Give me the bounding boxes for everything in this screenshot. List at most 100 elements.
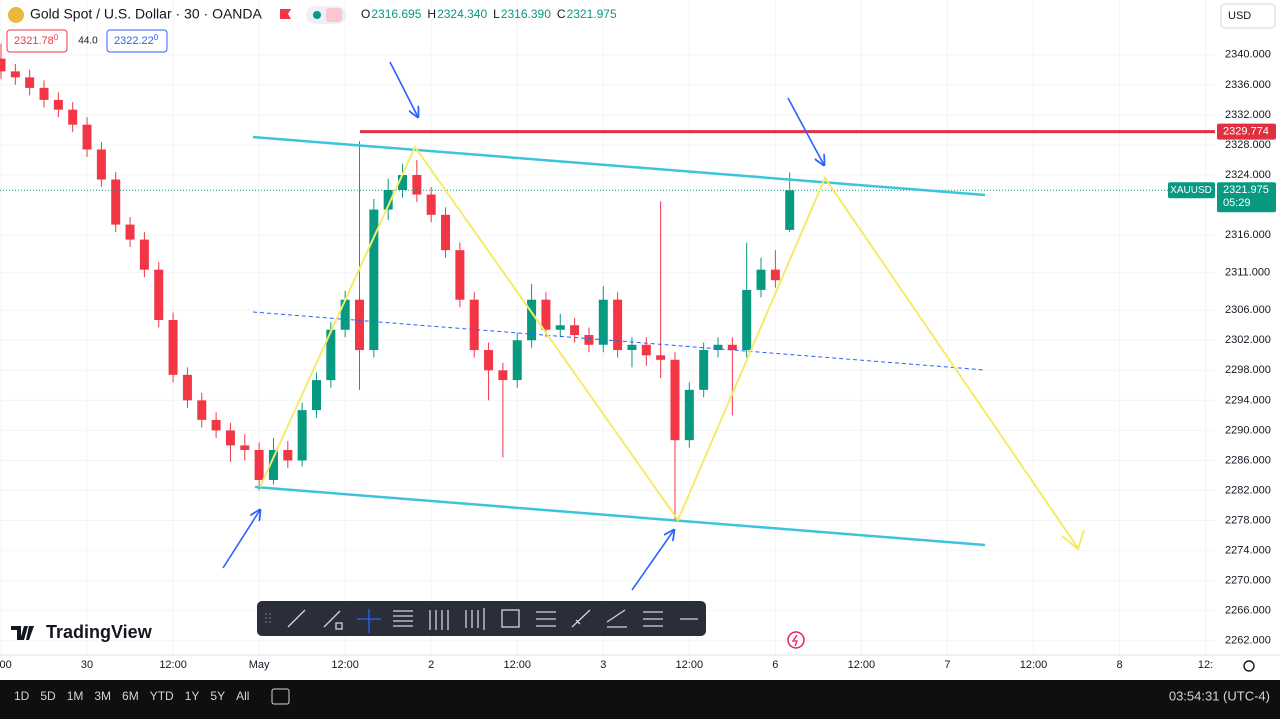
candle-body [412,175,422,195]
candle-body [10,71,20,78]
range-button[interactable]: 5Y [210,689,225,703]
range-button[interactable]: YTD [150,689,174,703]
x-tick-label: May [249,659,270,671]
candle-body [355,299,364,351]
candle-body [527,299,537,341]
tool[interactable] [287,609,306,628]
x-tick-label: 12:00 [503,659,531,671]
range-button[interactable]: 3M [94,689,111,703]
logo: TradingView [11,622,153,642]
y-tick-label: 2316.000 [1225,229,1271,241]
channel-bottom [254,485,986,547]
drawing-toolbar [257,601,706,636]
candle-body [168,319,178,375]
x-tick-label: 6 [772,659,778,671]
price-axis: 2340.000 2336.000 2332.000 2328.000 2324.000… [1215,0,1280,655]
y-tick-label: 2311.000 [1225,267,1270,279]
candle-body [139,239,149,270]
sell-box[interactable] [6,29,68,53]
candle-body [469,299,479,351]
candle-body [598,299,608,345]
settings-icon[interactable] [1243,660,1255,672]
x-tick-label: 2:00 [0,659,12,671]
candle-body [684,389,694,441]
y-tick-label: 2294.000 [1225,394,1271,406]
tool[interactable] [536,611,556,627]
y-tick-label: 2262.000 [1225,635,1271,647]
symbol-icon [8,7,24,23]
y-tick-label: 2282.000 [1225,484,1271,496]
range-button[interactable]: 1D [14,689,30,703]
tool[interactable] [429,610,449,630]
ohlc-key: C [557,7,566,21]
candle-body [311,380,321,411]
candle-body [699,350,709,390]
ohlc-key: L [493,7,500,21]
arrow [631,530,674,591]
flag [280,9,291,19]
candles [0,43,1215,521]
tool[interactable] [465,608,485,630]
ohlc-value: 2324.340 [437,7,487,21]
x-tick-label: 12:00 [1020,659,1048,671]
candle-body [225,430,235,446]
drawings [222,61,1085,591]
range-button[interactable]: 6M [122,689,139,703]
candle-body [484,350,494,371]
footer [0,680,1280,719]
candle-body [326,329,336,381]
symbol-tag: XAUUSD [1170,185,1212,196]
sell-main: 2321.78 [14,35,54,47]
candle-body [82,124,92,150]
tool[interactable] [643,611,663,627]
candle-body [240,445,250,450]
candle-body [713,344,723,351]
y-tick-label: 2298.000 [1225,364,1271,376]
candle-body [369,209,379,351]
y-tick-label: 2336.000 [1225,79,1271,91]
tool[interactable] [606,609,627,628]
y-tick-label: 2324.000 [1225,169,1271,181]
buy-box[interactable] [106,29,168,53]
alert-icon[interactable] [787,631,805,649]
candle-body [555,325,565,330]
candle-body [770,269,780,281]
logo-mark [11,626,34,640]
y-tick-label: 2270.000 [1225,575,1271,587]
countdown: 05:29 [1223,197,1251,209]
range-button[interactable]: 1M [67,689,84,703]
candle-body [656,355,666,360]
candle-body [154,269,164,320]
range-button[interactable]: 1Y [185,689,200,703]
y-tick-label: 2328.000 [1225,139,1271,151]
x-tick-label: 12:00 [159,659,187,671]
tool[interactable] [357,609,381,633]
date-range-icon[interactable] [271,688,290,705]
range-button[interactable]: All [236,689,249,703]
candle-body [426,194,436,215]
buy-pip: 0 [154,33,159,42]
arrow [389,61,418,117]
tool[interactable] [501,609,520,628]
candle-body [512,340,522,381]
y-tick-label: 2266.000 [1225,605,1271,617]
currency-button[interactable] [1220,3,1276,29]
arrow [222,510,260,569]
x-tick-label: 12:00 [676,659,704,671]
tool[interactable] [323,610,343,630]
candle-body [498,370,508,381]
x-tick-label: 30 [81,659,93,671]
candle-body [25,77,35,88]
candle-body [340,299,350,330]
y-tick-label: 2274.000 [1225,544,1271,556]
candle-body [670,359,680,441]
ohlc-value: 2321.975 [567,7,617,21]
tool[interactable] [393,610,413,627]
tool[interactable] [571,609,591,628]
range-button[interactable]: 5D [40,689,56,703]
symbol-tag-bg [1168,182,1215,199]
candle-body [756,269,766,290]
ohlc-key: O [361,7,370,21]
